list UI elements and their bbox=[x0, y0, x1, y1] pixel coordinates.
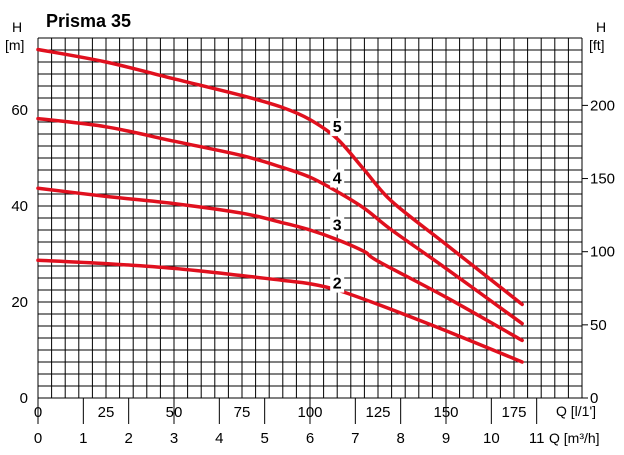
grid bbox=[37, 37, 583, 399]
y-left-tick-label: 40 bbox=[11, 198, 28, 215]
x-secondary-tick-label: 7 bbox=[351, 430, 359, 447]
curve-3 bbox=[36, 186, 524, 343]
x-secondary-tick-label: 2 bbox=[124, 430, 132, 447]
x-secondary-tick-label: 6 bbox=[306, 430, 314, 447]
x-primary-tick-label: 25 bbox=[98, 404, 115, 421]
y-right-unit: [ft] bbox=[589, 37, 605, 53]
x-primary-label: Q [l/1'] bbox=[556, 403, 596, 419]
y-left-tick-label: 0 bbox=[20, 390, 28, 407]
series-layer bbox=[36, 47, 524, 364]
curve-label-4: 4 bbox=[333, 170, 342, 187]
y-right-tick-label: 100 bbox=[590, 244, 615, 261]
curve-label-5: 5 bbox=[333, 119, 342, 136]
y-left-unit: [m] bbox=[5, 37, 24, 53]
y-right-tick-label: 0 bbox=[590, 390, 598, 407]
y-right-tick-label: 150 bbox=[590, 171, 615, 188]
curve-label-bg bbox=[330, 274, 345, 293]
y-left-symbol: H bbox=[12, 19, 22, 35]
curve-5 bbox=[36, 47, 524, 307]
curve-label-2: 2 bbox=[333, 276, 342, 293]
x-secondary-tick-label: 10 bbox=[483, 430, 500, 447]
chart-title: Prisma 35 bbox=[46, 11, 131, 31]
curve-2 bbox=[36, 258, 524, 364]
curve-label-bg bbox=[330, 169, 345, 188]
curve-4 bbox=[36, 116, 524, 326]
y-right-tick-label: 200 bbox=[590, 97, 615, 114]
x-secondary-label: Q [m³/h] bbox=[549, 430, 600, 446]
x-secondary-tick-label: 3 bbox=[170, 430, 178, 447]
curve-label-3: 3 bbox=[333, 218, 342, 235]
x-primary-tick-label: 75 bbox=[234, 404, 251, 421]
x-secondary-tick-label: 0 bbox=[34, 430, 42, 447]
y-right-tick-label: 50 bbox=[590, 317, 607, 334]
x-secondary-tick-label: 9 bbox=[442, 430, 450, 447]
x-secondary-tick-label: 4 bbox=[215, 430, 223, 447]
curve-label-bg bbox=[330, 118, 345, 137]
x-primary-tick-label: 125 bbox=[365, 404, 390, 421]
x-secondary-tick-label: 1 bbox=[79, 430, 87, 447]
x-secondary-tick-label: 11 bbox=[529, 430, 545, 447]
x-secondary-tick-label: 5 bbox=[260, 430, 268, 447]
y-right-symbol: H bbox=[596, 19, 606, 35]
curve-label-bg bbox=[330, 216, 345, 235]
x-secondary-tick-label: 8 bbox=[396, 430, 404, 447]
x-primary-tick-label: 175 bbox=[501, 404, 526, 421]
y-left-tick-label: 60 bbox=[11, 102, 28, 119]
y-left-tick-label: 20 bbox=[11, 294, 28, 311]
